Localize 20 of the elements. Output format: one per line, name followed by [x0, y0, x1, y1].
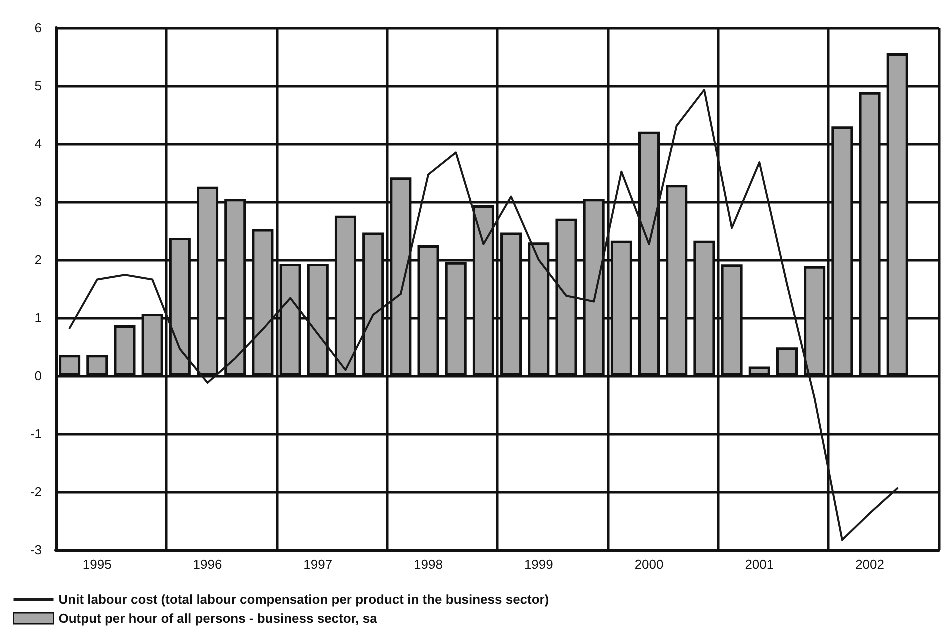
x-tick-label: 1996: [193, 557, 222, 572]
x-tick-label: 1997: [304, 557, 333, 572]
y-tick-label: -3: [30, 542, 42, 558]
y-tick-label: 5: [34, 78, 42, 94]
x-tick-label: 1999: [524, 557, 554, 572]
y-tick-label: 1: [34, 310, 42, 326]
x-tick-label: 2000: [634, 557, 664, 572]
legend-label: Output per hour of all persons - business sector, sa: [58, 611, 378, 626]
y-tick-label: -1: [30, 426, 42, 442]
y-tick-label: -2: [30, 484, 42, 500]
x-tick-label: 2001: [745, 557, 774, 572]
y-tick-label: 6: [34, 20, 42, 36]
y-tick-label: 3: [34, 194, 42, 210]
x-tick-label: 1995: [82, 557, 112, 572]
y-tick-label: 4: [34, 136, 42, 152]
x-tick-label: 2002: [856, 557, 884, 572]
y-tick-label: 2: [34, 252, 42, 268]
x-tick-label: 1998: [414, 557, 443, 572]
legend-label: Unit labour cost (total labour compensation per product in the business sector): [58, 592, 550, 607]
y-tick-label: 0: [34, 368, 42, 384]
